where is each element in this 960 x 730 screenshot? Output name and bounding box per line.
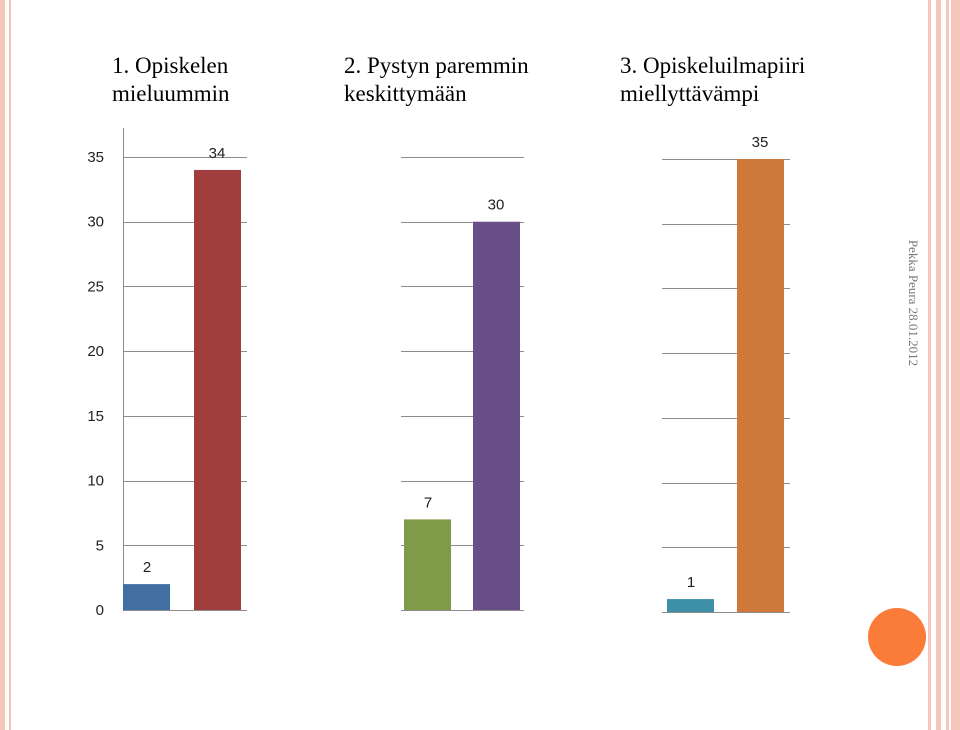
chart-3-data-label-1: 1	[687, 574, 695, 591]
slide-frame-right-middle	[936, 0, 941, 730]
chart-1-bar-2	[194, 169, 241, 610]
chart-2-data-label-1: 7	[424, 494, 432, 511]
chart-1-data-label-1: 2	[143, 559, 151, 576]
chart-2-title: 2. Pystyn paremmin keskittymään	[344, 53, 529, 106]
chart-1-y-tick-label: 15	[87, 408, 104, 425]
chart-1-title: 1. Opiskelen mieluummin	[112, 53, 230, 106]
chart-2-bar-2	[473, 221, 520, 610]
slide-frame-left-inner	[9, 0, 11, 730]
chart-1-y-tick-label: 25	[87, 278, 104, 295]
chart-3-bar-2	[737, 159, 784, 612]
chart-2-data-label-2: 30	[488, 197, 505, 214]
chart-1-data-label-2: 34	[209, 145, 226, 162]
chart-3-data-label-2: 35	[752, 134, 769, 151]
chart-1-y-tick-label: 0	[96, 602, 104, 619]
chart-1-y-tick-label: 35	[87, 149, 104, 166]
chart-1-y-tick-label: 10	[87, 473, 104, 490]
chart-1-y-tick-label: 20	[87, 343, 104, 360]
chart-1-bar-1	[123, 584, 170, 610]
slide-frame-right-inner	[928, 0, 931, 730]
slide-frame-right-outer	[946, 0, 960, 730]
accent-circle	[868, 608, 926, 666]
chart-2-bar-1	[404, 519, 451, 610]
author-date-label: Pekka Peura 28.01.2012	[906, 239, 921, 367]
chart-3-bar-1	[667, 599, 714, 612]
slide-frame-left-outer	[0, 0, 5, 730]
chart-3-title: 3. Opiskeluilmapiiri miellyttävämpi	[620, 53, 806, 106]
chart-1-y-tick-label: 5	[96, 537, 104, 554]
chart-1-y-tick-label: 30	[87, 214, 104, 231]
